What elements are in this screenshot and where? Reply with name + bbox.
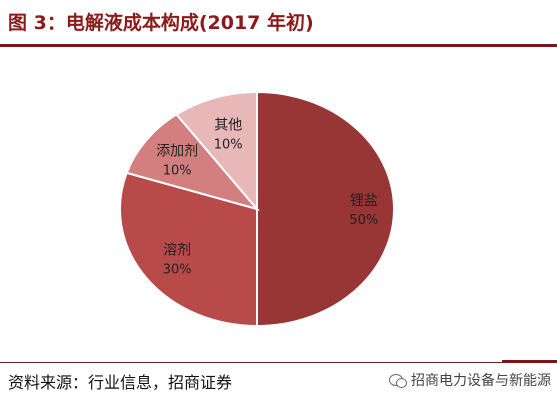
slice-name-label: 添加剂: [156, 143, 198, 159]
footer-divider-accent: [502, 360, 557, 363]
slice-name-label: 锂盐: [350, 193, 378, 209]
slice-percent-label: 10%: [163, 163, 192, 178]
pie-slice-1: [119, 171, 258, 328]
pie-slice-3: [174, 90, 258, 212]
slice-percent-label: 50%: [349, 213, 378, 228]
chart-title: 图 3：电解液成本构成(2017 年初): [8, 12, 314, 34]
footer-divider: [0, 362, 557, 363]
pie-slice-0: [256, 90, 395, 328]
wechat-icon: [389, 373, 407, 388]
watermark-text: 招商电力设备与新能源: [411, 373, 551, 389]
watermark: 招商电力设备与新能源: [389, 370, 551, 390]
pie-slice-2: [125, 113, 260, 211]
slice-name-label: 溶剂: [163, 243, 191, 259]
slice-percent-label: 30%: [163, 263, 192, 278]
slice-name-label: 其他: [214, 117, 242, 133]
slice-percent-label: 10%: [214, 137, 243, 152]
title-divider: [0, 44, 557, 47]
pie-chart: 锂盐 50% 溶剂 30% 添加剂 10% 其他 10%: [119, 90, 395, 328]
source-note: 资料来源：行业信息，招商证券: [8, 373, 233, 392]
